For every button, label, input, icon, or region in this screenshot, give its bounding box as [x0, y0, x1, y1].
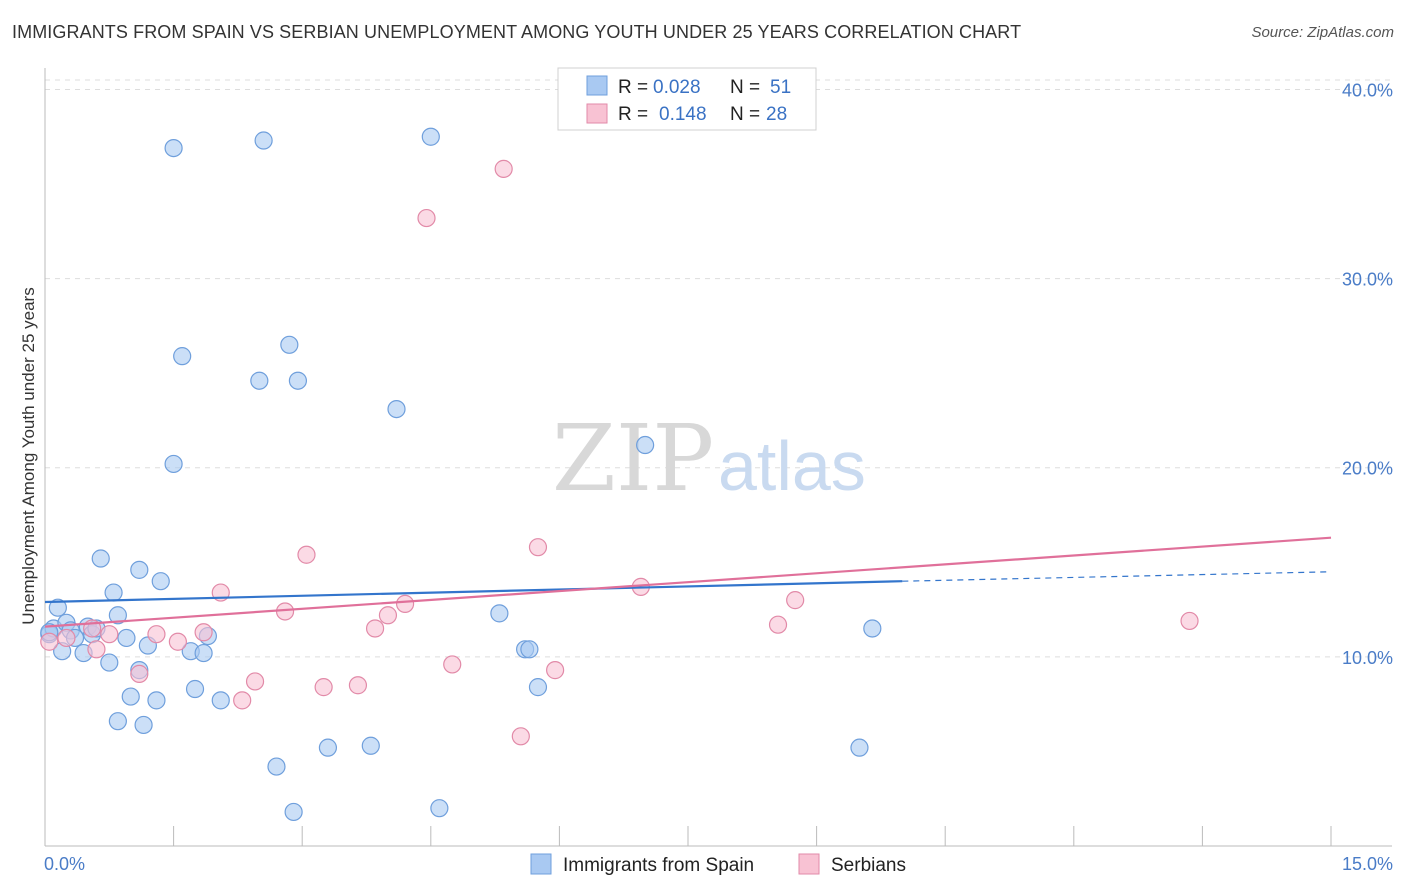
point-serbians-8 — [194, 623, 213, 642]
point-serbians-7 — [168, 632, 187, 651]
point-spain-43 — [528, 678, 548, 697]
point-spain-30 — [254, 131, 273, 150]
point-spain-34 — [288, 371, 308, 390]
point-serbians-13 — [297, 545, 316, 564]
point-spain-17 — [130, 560, 149, 579]
y-tick-label-1: 20.0% — [1342, 459, 1393, 479]
bottom-legend-swatch-spain — [530, 853, 552, 875]
x-tick-label-max: 15.0% — [1342, 854, 1393, 874]
x-tick-label-min: 0.0% — [44, 854, 85, 874]
point-serbians-27 — [786, 591, 805, 610]
point-serbians-10 — [233, 691, 252, 710]
y-axis-label: Unemployment Among Youth under 25 years — [19, 287, 38, 624]
point-spain-12 — [100, 653, 119, 672]
point-serbians-4 — [100, 625, 119, 644]
watermark-atlas: atlas — [718, 427, 866, 505]
legend-n-label-spain: N = — [730, 77, 760, 98]
legend-n-value-spain: 51 — [770, 77, 791, 98]
point-spain-36 — [361, 736, 380, 755]
point-spain-42 — [520, 640, 539, 659]
watermark-zip: ZIP — [552, 405, 714, 512]
point-spain-15 — [117, 628, 136, 648]
point-serbians-16 — [365, 619, 385, 638]
point-serbians-3 — [87, 640, 106, 659]
point-serbians-28 — [1180, 611, 1199, 631]
legend-box: R = 0.028 N = 51 R = 0.148 N = 28 — [557, 67, 817, 131]
point-serbians-21 — [494, 159, 513, 178]
point-serbians-26 — [768, 615, 788, 634]
point-spain-31 — [267, 757, 286, 776]
y-tick-label-3: 40.0% — [1342, 80, 1393, 100]
point-serbians-15 — [348, 676, 368, 695]
point-serbians-5 — [130, 664, 149, 683]
legend-n-label-serbians: N = — [730, 104, 760, 125]
bottom-legend-swatch-serbians — [798, 853, 820, 875]
legend-r-label-serbians: R = — [618, 104, 648, 125]
point-serbians-1 — [57, 628, 76, 648]
data-points — [40, 127, 1199, 822]
axes: 10.0% 20.0% 30.0% 40.0% 0.0% 15.0% — [44, 68, 1393, 874]
point-serbians-6 — [147, 625, 166, 644]
point-serbians-24 — [546, 661, 565, 680]
legend-swatch-serbians — [586, 103, 608, 124]
trend-line-spain — [44, 580, 903, 604]
chart-source: Source: ZipAtlas.com — [1251, 24, 1394, 41]
point-spain-13 — [104, 583, 123, 602]
point-spain-14 — [108, 606, 127, 625]
point-spain-48 — [108, 712, 127, 731]
point-serbians-23 — [528, 538, 548, 557]
point-serbians-17 — [378, 606, 398, 625]
bottom-legend: Immigrants from Spain Serbians — [530, 853, 906, 876]
point-serbians-11 — [245, 672, 265, 691]
point-serbians-14 — [314, 678, 333, 697]
point-serbians-0 — [40, 632, 59, 651]
point-spain-21 — [151, 572, 170, 591]
point-spain-16 — [121, 687, 140, 706]
point-spain-33 — [284, 802, 303, 822]
point-spain-23 — [173, 347, 192, 366]
point-serbians-22 — [511, 727, 530, 746]
bottom-legend-label-serbians: Serbians — [831, 855, 906, 876]
bottom-legend-label-spain: Immigrants from Spain — [563, 855, 754, 876]
point-spain-37 — [387, 399, 406, 419]
point-spain-11 — [91, 549, 110, 568]
trend-lines — [44, 536, 1332, 628]
chart-title: IMMIGRANTS FROM SPAIN VS SERBIAN UNEMPLO… — [12, 22, 1022, 42]
point-spain-38 — [421, 127, 440, 146]
point-serbians-20 — [443, 655, 462, 674]
watermark: ZIP atlas — [552, 405, 866, 512]
point-spain-46 — [863, 619, 882, 638]
point-spain-44 — [636, 435, 655, 455]
point-spain-2 — [48, 598, 67, 617]
point-spain-45 — [850, 738, 869, 757]
point-spain-39 — [430, 799, 449, 818]
point-spain-40 — [490, 604, 509, 623]
y-tick-label-2: 30.0% — [1342, 270, 1393, 290]
point-spain-26 — [194, 643, 213, 663]
point-spain-29 — [250, 371, 269, 390]
point-spain-20 — [147, 691, 166, 710]
legend-n-value-serbians: 28 — [766, 104, 787, 125]
y-tick-label-0: 10.0% — [1342, 648, 1393, 668]
point-spain-32 — [280, 335, 299, 354]
trend-line-spain-extension — [902, 571, 1332, 582]
point-serbians-18 — [395, 594, 415, 614]
legend-r-value-spain: 0.028 — [653, 77, 701, 98]
legend-swatch-spain — [586, 75, 608, 96]
trend-line-serbians — [44, 536, 1332, 628]
point-spain-35 — [318, 738, 338, 757]
point-spain-49 — [134, 715, 153, 735]
grid-lines — [45, 79, 1392, 658]
legend-r-value-serbians: 0.148 — [659, 104, 707, 125]
legend-r-label-spain: R = — [618, 77, 648, 98]
point-serbians-19 — [417, 208, 436, 228]
point-spain-47 — [164, 138, 183, 158]
point-spain-25 — [185, 679, 205, 699]
point-spain-28 — [211, 691, 230, 710]
point-spain-22 — [164, 454, 183, 474]
